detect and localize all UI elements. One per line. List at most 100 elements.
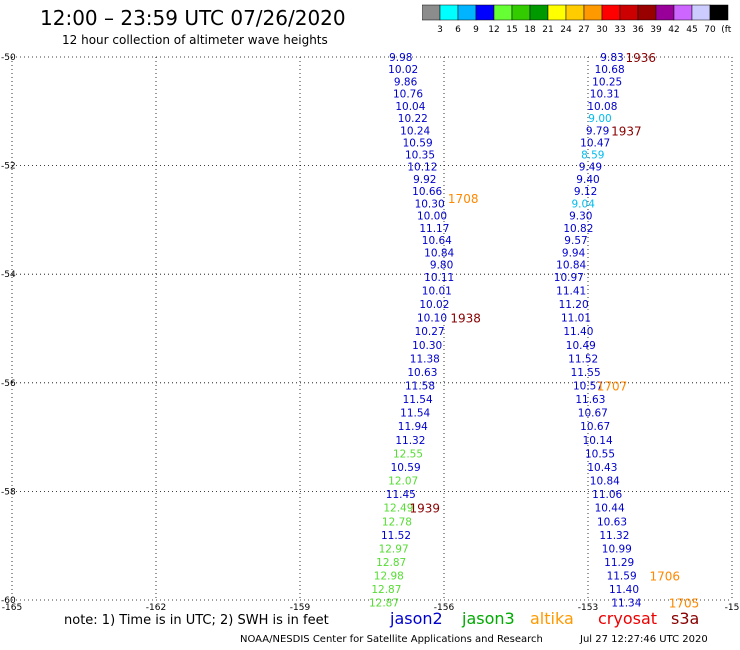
swh-point-jason3: 9.04 bbox=[572, 199, 596, 211]
swh-point-jason2: 10.76 bbox=[393, 88, 423, 100]
swh-point-jason3: 8.59 bbox=[581, 150, 604, 162]
y-tick-label: -58 bbox=[1, 487, 16, 497]
colorbar-label: 70 bbox=[704, 25, 716, 34]
colorbar-label: 21 bbox=[542, 25, 553, 34]
swh-point-jason2: 11.17 bbox=[419, 223, 449, 235]
x-tick-label: -165 bbox=[2, 603, 22, 613]
swh-point-jason2: 10.57 bbox=[573, 381, 603, 393]
swh-point-jason2: 10.30 bbox=[415, 199, 445, 211]
swh-point-jason2: 11.32 bbox=[395, 435, 425, 447]
swh-point-jason2: 11.41 bbox=[556, 285, 586, 297]
swh-point-jason2: 11.01 bbox=[561, 313, 591, 325]
swh-point-jason2: 9.83 bbox=[600, 52, 623, 64]
chart-title: 12:00 – 23:59 UTC 07/26/2020 bbox=[40, 6, 346, 30]
swh-point-jason2: 9.57 bbox=[564, 235, 587, 247]
swh-point-jason2: 10.67 bbox=[580, 421, 610, 433]
pass-time-label: 1707 bbox=[597, 380, 628, 394]
colorbar-swatch bbox=[709, 4, 729, 21]
legend-s3a: s3a bbox=[671, 609, 700, 628]
swh-point-jason2: 11.52 bbox=[381, 530, 411, 542]
x-tick-label: -159 bbox=[290, 603, 311, 613]
swh-point-jason3-green: 12.97 bbox=[379, 543, 409, 555]
colorbar-label: (ft) bbox=[721, 25, 732, 34]
swh-point-jason2: 10.14 bbox=[583, 435, 613, 447]
swh-point-jason2: 11.32 bbox=[599, 530, 629, 542]
swh-point-jason2: 11.52 bbox=[568, 353, 598, 365]
pass-time-label: 1937 bbox=[611, 124, 642, 138]
legend-altika: altika bbox=[530, 609, 574, 628]
y-tick-label: -50 bbox=[1, 53, 16, 63]
swh-point-jason3: 9.00 bbox=[588, 113, 611, 125]
colorbar-label: 9 bbox=[473, 25, 479, 34]
swh-point-jason2: 11.40 bbox=[609, 584, 639, 596]
swh-point-jason2: 10.35 bbox=[405, 150, 435, 162]
swh-point-jason3-green: 12.87 bbox=[371, 584, 401, 596]
swh-point-jason2: 10.97 bbox=[554, 272, 584, 284]
swh-point-jason2: 10.02 bbox=[388, 64, 418, 76]
swh-point-jason2: 10.30 bbox=[412, 340, 442, 352]
swh-point-jason2: 10.04 bbox=[395, 101, 425, 113]
colorbar-label: 30 bbox=[596, 25, 608, 34]
swh-point-jason2: 10.47 bbox=[580, 137, 610, 149]
swh-point-jason3-green: 12.49 bbox=[383, 503, 413, 515]
swh-point-jason2: 10.31 bbox=[590, 88, 620, 100]
colorbar-label: 27 bbox=[578, 25, 589, 34]
swh-point-jason2: 10.67 bbox=[578, 408, 608, 420]
swh-point-jason2: 10.55 bbox=[585, 448, 615, 460]
swh-point-jason2: 11.55 bbox=[571, 367, 601, 379]
swh-point-jason3-green: 12.98 bbox=[374, 571, 404, 583]
swh-point-jason2: 10.00 bbox=[417, 211, 447, 223]
x-tick-label: -153 bbox=[578, 603, 598, 613]
swh-point-jason2: 10.02 bbox=[419, 299, 449, 311]
swh-point-jason2: 11.54 bbox=[403, 394, 433, 406]
y-tick-label: -56 bbox=[1, 379, 16, 389]
swh-point-jason2: 10.84 bbox=[424, 247, 454, 259]
swh-point-jason2: 10.27 bbox=[415, 326, 445, 338]
legend-jason2: jason2 bbox=[390, 609, 443, 628]
swh-point-jason2: 9.49 bbox=[579, 162, 602, 174]
swh-point-jason2: 9.94 bbox=[562, 247, 586, 259]
swh-point-jason2: 10.25 bbox=[592, 76, 622, 88]
swh-point-jason2: 10.59 bbox=[391, 462, 421, 474]
colorbar-label: 3 bbox=[437, 25, 443, 34]
colorbar-label: 33 bbox=[614, 25, 625, 34]
y-tick-label: -52 bbox=[1, 162, 16, 172]
swh-point-jason2: 10.63 bbox=[407, 367, 437, 379]
colorbar-label: 42 bbox=[668, 25, 679, 34]
swh-point-jason2: 11.34 bbox=[611, 598, 641, 610]
swh-point-jason2: 9.80 bbox=[430, 259, 453, 271]
colorbar-label: 45 bbox=[686, 25, 697, 34]
x-tick-label: -156 bbox=[434, 603, 455, 613]
colorbar-label: 6 bbox=[455, 25, 461, 34]
colorbar-label: 12 bbox=[488, 25, 499, 34]
swh-point-jason2: 11.20 bbox=[559, 299, 589, 311]
colorbar-label: 39 bbox=[650, 25, 662, 34]
swh-point-jason2: 11.94 bbox=[398, 421, 428, 433]
swh-point-jason2: 10.68 bbox=[595, 64, 625, 76]
swh-point-jason2: 9.40 bbox=[576, 174, 599, 186]
x-tick-label: -15 bbox=[725, 603, 740, 613]
swh-point-jason2: 10.84 bbox=[590, 476, 620, 488]
units-note: note: 1) Time is in UTC; 2) SWH is in fe… bbox=[64, 613, 329, 628]
swh-point-jason2: 11.29 bbox=[604, 557, 634, 569]
swh-point-jason3-green: 12.78 bbox=[382, 516, 412, 528]
swh-point-jason2: 10.43 bbox=[587, 462, 617, 474]
swh-point-jason2: 11.06 bbox=[592, 489, 622, 501]
swh-point-jason3-green: 12.87 bbox=[376, 557, 406, 569]
swh-point-jason2: 10.08 bbox=[587, 101, 617, 113]
swh-point-jason2: 10.66 bbox=[412, 186, 442, 198]
colorbar-label: 24 bbox=[560, 25, 572, 34]
swh-point-jason3-green: 12.87 bbox=[369, 598, 399, 610]
y-tick-label: -54 bbox=[1, 270, 16, 280]
swh-point-jason2: 10.82 bbox=[563, 223, 593, 235]
swh-point-jason2: 11.40 bbox=[563, 326, 593, 338]
swh-point-jason2: 11.59 bbox=[607, 571, 637, 583]
footer-credit: NOAA/NESDIS Center for Satellite Applica… bbox=[240, 634, 543, 645]
swh-point-jason2: 11.58 bbox=[405, 381, 435, 393]
swh-point-jason2: 10.12 bbox=[407, 162, 437, 174]
swh-point-jason3-green: 12.07 bbox=[388, 476, 418, 488]
swh-point-jason2: 10.59 bbox=[403, 137, 433, 149]
swh-point-jason2: 9.98 bbox=[389, 52, 412, 64]
swh-point-jason2: 11.38 bbox=[410, 353, 440, 365]
